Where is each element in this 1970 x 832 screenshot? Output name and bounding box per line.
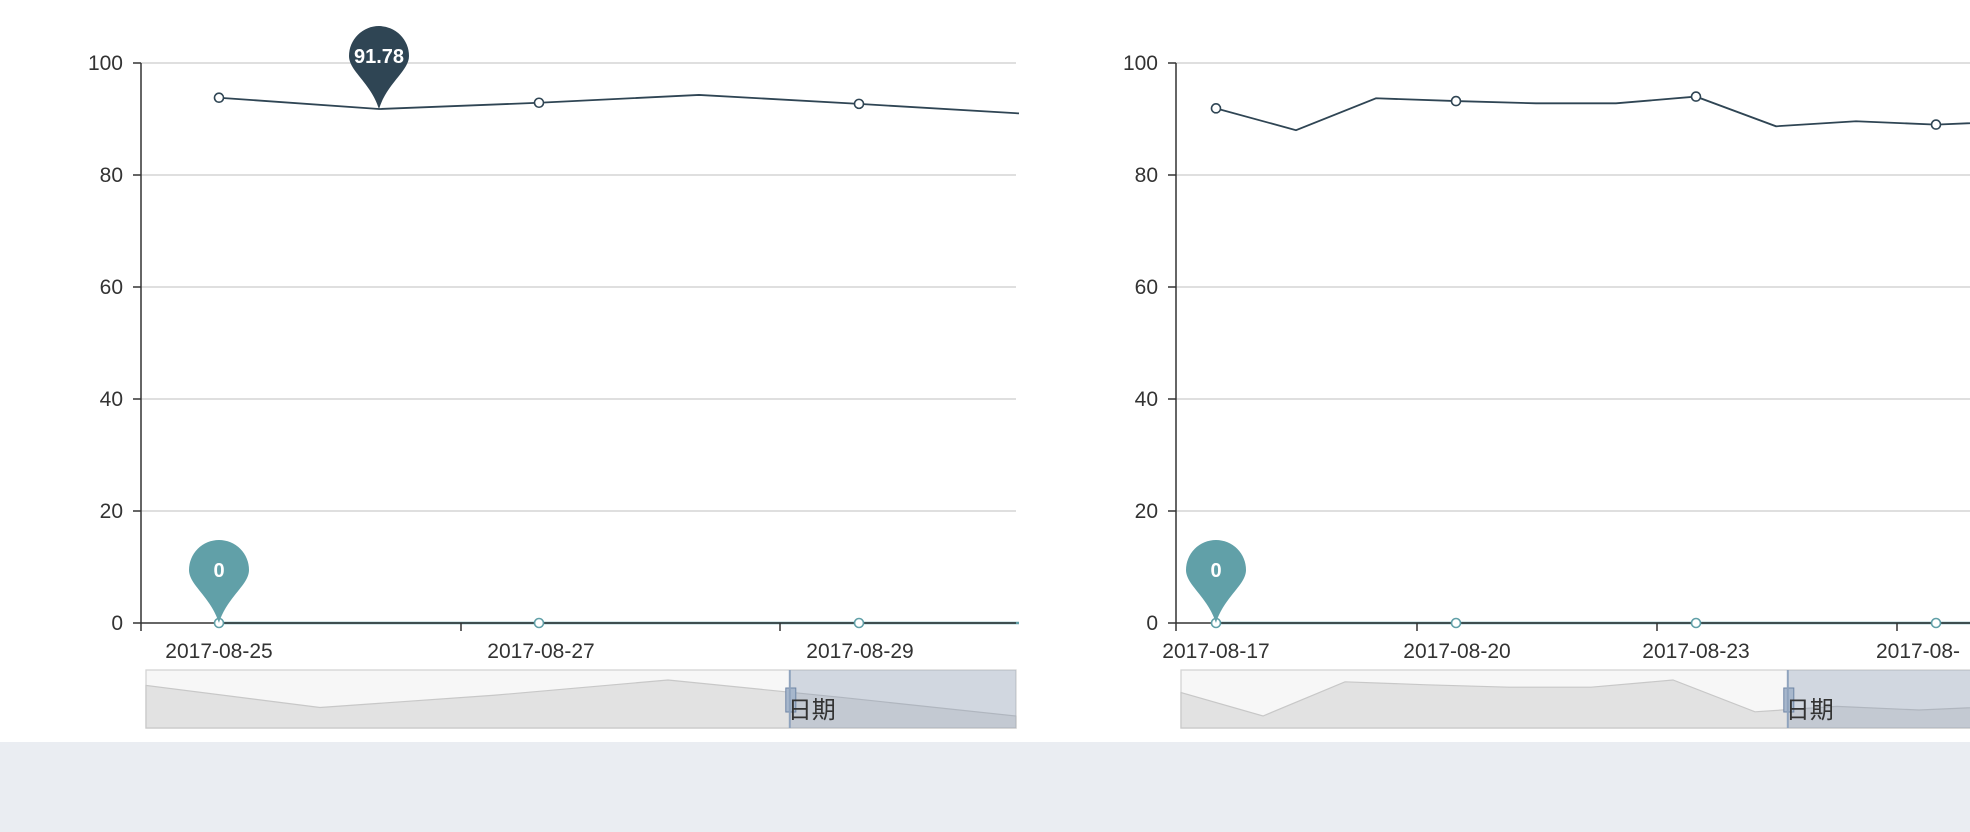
marker-label: 0: [1210, 560, 1221, 582]
data-point: [533, 617, 545, 629]
data-point: [1930, 617, 1942, 629]
y-tick-label: 100: [1123, 52, 1158, 75]
marker-label: 91.78: [354, 46, 404, 68]
data-point: [1450, 95, 1462, 107]
x-tick-label: 2017-08-: [1876, 640, 1960, 663]
chart-2: 0 20 40 60 80 100 2017-08-17 2017-08-20 2017-08-…: [1123, 52, 1970, 729]
charts-canvas: 0 20 40 60 80 100 2017-08-25 2017-08-27 2017-08-…: [88, 26, 1970, 729]
zoom-selected-range: [1787, 670, 1970, 728]
zoom-selected-range: [789, 670, 1016, 728]
data-zoom-slider[interactable]: 日期: [145, 669, 1017, 729]
data-point: [1930, 119, 1942, 130]
chart-1: 0 20 40 60 80 100 2017-08-25 2017-08-27 2017-08-…: [88, 26, 1020, 729]
data-point: [853, 617, 865, 629]
y-tick-label: 40: [100, 388, 123, 411]
y-tick-label: 60: [100, 276, 123, 299]
marker-pin: [349, 26, 409, 110]
marker-pin: [189, 540, 249, 623]
series-line-1: [1215, 95, 1970, 132]
data-point: [213, 92, 225, 104]
y-tick-label: 0: [111, 612, 123, 635]
y-tick-label: 80: [100, 164, 123, 187]
data-point: [533, 97, 545, 109]
y-tick-label: 60: [1135, 276, 1158, 299]
marker-pin: [1186, 540, 1246, 623]
x-tick-label: 2017-08-25: [165, 640, 272, 663]
data-point: [1690, 91, 1702, 102]
chart-stage: 0 20 40 60 80 100 2017-08-25 2017-08-27 2017-08-…: [0, 0, 1970, 742]
data-zoom-slider[interactable]: 日期: [1180, 669, 1970, 729]
y-tick-label: 80: [1135, 164, 1158, 187]
y-tick-label: 20: [100, 500, 123, 523]
series-line-1: [218, 94, 1020, 115]
y-tick-label: 0: [1146, 612, 1158, 635]
x-tick-label: 2017-08-29: [806, 640, 913, 663]
zoom-shadow-series: [1180, 679, 1970, 729]
zoom-shadow-series: [145, 679, 1017, 729]
x-tick-label: 2017-08-17: [1162, 640, 1269, 663]
x-tick-label: 2017-08-27: [487, 640, 594, 663]
x-tick-label: 2017-08-23: [1642, 640, 1749, 663]
y-tick-label: 40: [1135, 388, 1158, 411]
y-tick-label: 100: [88, 52, 123, 75]
zoom-axis-name: 日期: [788, 697, 836, 724]
x-tick-label: 2017-08-20: [1403, 640, 1510, 663]
data-point: [1690, 617, 1702, 629]
data-point: [1450, 617, 1462, 629]
y-tick-label: 20: [1135, 500, 1158, 523]
footer-band: [0, 742, 1970, 832]
data-point: [853, 98, 865, 110]
data-point: [1210, 103, 1222, 114]
marker-label: 0: [213, 560, 224, 582]
zoom-axis-name: 日期: [1786, 697, 1834, 724]
